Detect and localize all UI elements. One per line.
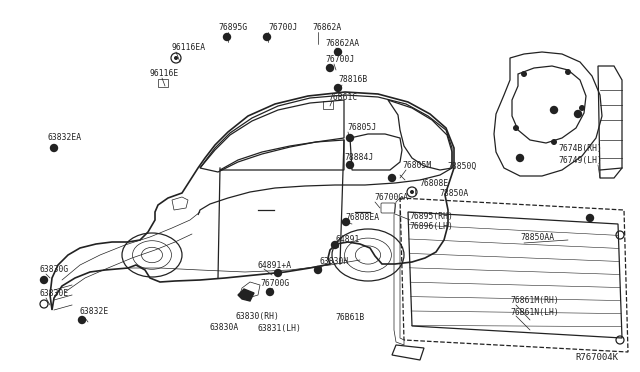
Text: 63830(RH): 63830(RH) bbox=[236, 311, 280, 321]
Polygon shape bbox=[238, 289, 254, 301]
Text: 64891+A: 64891+A bbox=[258, 260, 292, 269]
Text: 76700G: 76700G bbox=[260, 279, 289, 289]
Text: 76895(RH): 76895(RH) bbox=[409, 212, 453, 221]
Text: 96116E: 96116E bbox=[150, 68, 179, 77]
Text: 63830H: 63830H bbox=[320, 257, 349, 266]
Circle shape bbox=[79, 317, 86, 324]
Text: 78816B: 78816B bbox=[338, 76, 367, 84]
Text: 63832EA: 63832EA bbox=[48, 134, 82, 142]
Circle shape bbox=[551, 139, 557, 145]
Circle shape bbox=[335, 84, 342, 92]
Circle shape bbox=[223, 33, 230, 41]
Text: 76805M: 76805M bbox=[402, 161, 431, 170]
Text: 76B61B: 76B61B bbox=[335, 314, 364, 323]
Circle shape bbox=[335, 48, 342, 55]
Text: 76808EA: 76808EA bbox=[345, 214, 379, 222]
Text: R767004K: R767004K bbox=[575, 353, 618, 362]
Text: 76700GA: 76700GA bbox=[374, 192, 408, 202]
Text: 76700J: 76700J bbox=[268, 23, 297, 32]
Circle shape bbox=[275, 269, 282, 276]
Text: 76B61N(LH): 76B61N(LH) bbox=[510, 308, 559, 317]
Circle shape bbox=[579, 105, 585, 111]
Circle shape bbox=[332, 241, 339, 248]
Text: 63832E: 63832E bbox=[80, 308, 109, 317]
Text: 7674B(RH): 7674B(RH) bbox=[558, 144, 602, 153]
Text: 76B61C: 76B61C bbox=[328, 93, 357, 102]
Circle shape bbox=[516, 154, 524, 161]
Circle shape bbox=[174, 56, 178, 60]
Text: 64891: 64891 bbox=[335, 234, 360, 244]
Text: 76895G: 76895G bbox=[218, 23, 247, 32]
Circle shape bbox=[266, 289, 273, 295]
Bar bbox=[323, 101, 333, 109]
Circle shape bbox=[346, 161, 353, 169]
Text: 63830A: 63830A bbox=[210, 324, 239, 333]
Text: 76896(LH): 76896(LH) bbox=[409, 221, 453, 231]
Text: 96116EA: 96116EA bbox=[172, 44, 206, 52]
Circle shape bbox=[388, 174, 396, 182]
Text: 76749(LH): 76749(LH) bbox=[558, 155, 602, 164]
Text: 76808E: 76808E bbox=[419, 180, 448, 189]
Text: 78884J: 78884J bbox=[344, 154, 373, 163]
Text: 78850A: 78850A bbox=[439, 189, 468, 199]
Circle shape bbox=[346, 135, 353, 141]
Circle shape bbox=[40, 276, 47, 283]
Circle shape bbox=[550, 106, 557, 113]
Text: 63831(LH): 63831(LH) bbox=[258, 324, 302, 333]
Circle shape bbox=[410, 190, 414, 194]
Circle shape bbox=[586, 215, 593, 221]
Text: 76700J: 76700J bbox=[325, 55, 355, 64]
Circle shape bbox=[513, 125, 519, 131]
Circle shape bbox=[326, 64, 333, 71]
Text: 76805J: 76805J bbox=[347, 122, 376, 131]
Circle shape bbox=[565, 69, 571, 75]
Circle shape bbox=[51, 144, 58, 151]
Circle shape bbox=[314, 266, 321, 273]
Circle shape bbox=[575, 110, 582, 118]
Text: 76862A: 76862A bbox=[312, 23, 341, 32]
Text: 63830G: 63830G bbox=[40, 266, 69, 275]
Text: 78850AA: 78850AA bbox=[520, 234, 554, 243]
Bar bbox=[158, 79, 168, 87]
Text: 63830E: 63830E bbox=[40, 289, 69, 298]
Circle shape bbox=[521, 71, 527, 77]
Text: 78850Q: 78850Q bbox=[447, 161, 476, 170]
Text: 76861M(RH): 76861M(RH) bbox=[510, 295, 559, 305]
Text: 76862AA: 76862AA bbox=[325, 39, 359, 48]
Circle shape bbox=[264, 33, 271, 41]
Circle shape bbox=[342, 218, 349, 225]
